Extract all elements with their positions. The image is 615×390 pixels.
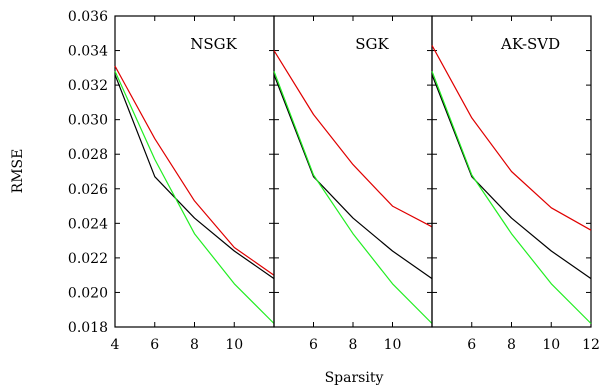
y-tick-label: 0.030: [68, 113, 108, 129]
panel-title: AK-SVD: [500, 35, 560, 53]
y-tick-label: 0.028: [68, 147, 108, 163]
x-tick-label: 8: [190, 337, 199, 353]
x-tick-label: 4: [111, 337, 120, 353]
x-tick-label: 8: [349, 337, 358, 353]
y-tick-label: 0.036: [68, 9, 108, 25]
chart-panels: 4 6 8 10 NSGK 6 8 10 SGK 6 8 10 12 AK-SVD: [111, 15, 600, 353]
y-tick-label: 0.032: [68, 78, 108, 94]
x-axis-label: Sparsity: [325, 370, 384, 386]
x-tick-label: 6: [467, 337, 476, 353]
panel-title: SGK: [355, 35, 389, 53]
x-tick-label: 10: [225, 337, 243, 353]
series-line-2: [114, 74, 275, 280]
x-tick-label: 6: [150, 337, 159, 353]
panel-sgk: 6 8 10 SGK: [273, 15, 433, 353]
series-line-3: [273, 71, 433, 324]
y-tick-label: 0.020: [68, 285, 108, 301]
y-tick-label: 0.018: [68, 320, 108, 336]
y-axis: 0.018 0.020 0.022 0.024 0.026 0.028 0.030 0.032…: [68, 9, 108, 336]
series-line-2: [273, 74, 433, 280]
y-tick-label: 0.022: [68, 251, 108, 267]
x-tick-label: 8: [507, 337, 516, 353]
series-line-3: [431, 71, 592, 324]
series-line-2: [431, 74, 592, 280]
panel-nsgk: 4 6 8 10 NSGK: [111, 15, 275, 353]
series-line-1: [273, 50, 433, 228]
x-tick-label: 10: [542, 337, 560, 353]
panel-frame: [114, 15, 275, 328]
y-axis-label: RMSE: [10, 149, 26, 194]
panel-ak-svd: 6 8 10 12 AK-SVD: [431, 15, 600, 353]
series-line-3: [114, 71, 275, 324]
x-tick-label: 12: [582, 337, 600, 353]
x-tick-label: 6: [309, 337, 318, 353]
y-tick-label: 0.034: [68, 44, 108, 60]
x-tick-label: 10: [384, 337, 402, 353]
panel-frame: [273, 15, 433, 328]
series-line-1: [114, 65, 275, 276]
y-tick-label: 0.024: [68, 216, 108, 232]
panel-title: NSGK: [190, 35, 237, 53]
series-line-1: [431, 45, 592, 231]
y-tick-label: 0.026: [68, 182, 108, 198]
